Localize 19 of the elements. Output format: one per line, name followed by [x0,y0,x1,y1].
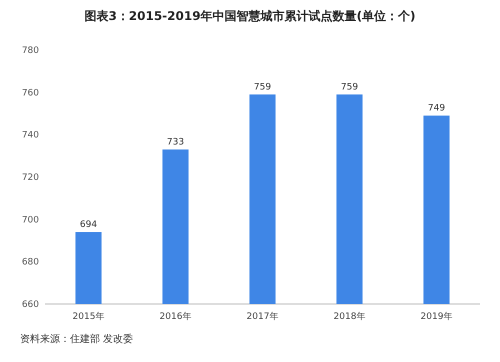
y-tick-label: 700 [22,215,40,226]
data-label: 759 [340,82,358,92]
data-label: 694 [80,220,98,230]
chart-title: 图表3：2015-2019年中国智慧城市累计试点数量(单位：个) [84,9,416,23]
x-tick-label: 2019年 [420,311,452,322]
x-tick-label: 2018年 [334,311,366,322]
y-tick-label: 780 [22,46,40,56]
y-tick-label: 680 [22,258,40,268]
data-label: 759 [254,82,272,92]
y-tick-label: 740 [22,130,40,141]
y-tick-label: 720 [22,173,40,183]
x-tick-label: 2017年 [246,311,278,322]
text: 资料来源：住建部 发改委 [20,333,134,345]
x-tick-label: 2015年 [72,311,104,322]
x-tick-label: 2016年 [160,311,192,322]
y-tick-label: 660 [22,300,40,310]
data-label: 749 [428,104,446,114]
data-label: 733 [166,137,184,148]
y-tick-label: 760 [22,88,40,98]
